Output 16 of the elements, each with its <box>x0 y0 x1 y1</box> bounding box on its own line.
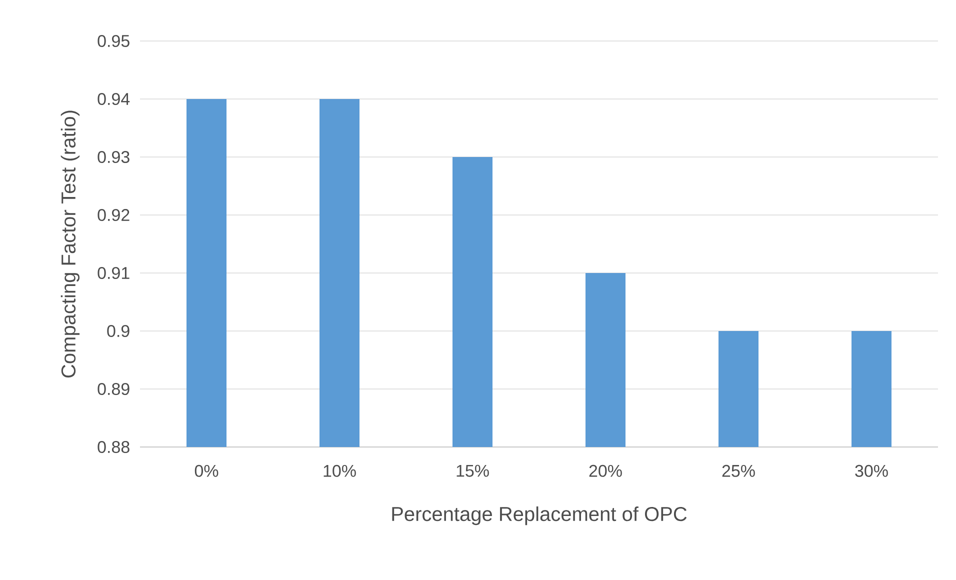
x-axis-title: Percentage Replacement of OPC <box>392 506 687 526</box>
y-tick-label: 0.9 <box>107 324 130 338</box>
y-tick-label: 0.93 <box>98 150 130 164</box>
x-tick-label: 0% <box>194 464 218 477</box>
y-tick-label: 0.91 <box>98 266 130 280</box>
y-tick-label: 0.89 <box>98 382 130 396</box>
x-tick-label: 20% <box>589 464 622 477</box>
y-tick-label: 0.88 <box>98 440 130 454</box>
x-tick-label: 10% <box>324 464 356 477</box>
y-tick-label: 0.94 <box>98 92 130 106</box>
x-tick-label: 15% <box>456 464 489 477</box>
y-tick-label: 0.95 <box>98 34 130 48</box>
y-axis-title: Compacting Factor Test (ratio) <box>60 110 80 378</box>
x-tick-label: 25% <box>722 464 755 477</box>
y-tick-label: 0.92 <box>98 208 130 222</box>
x-tick-label: 30% <box>855 464 888 477</box>
